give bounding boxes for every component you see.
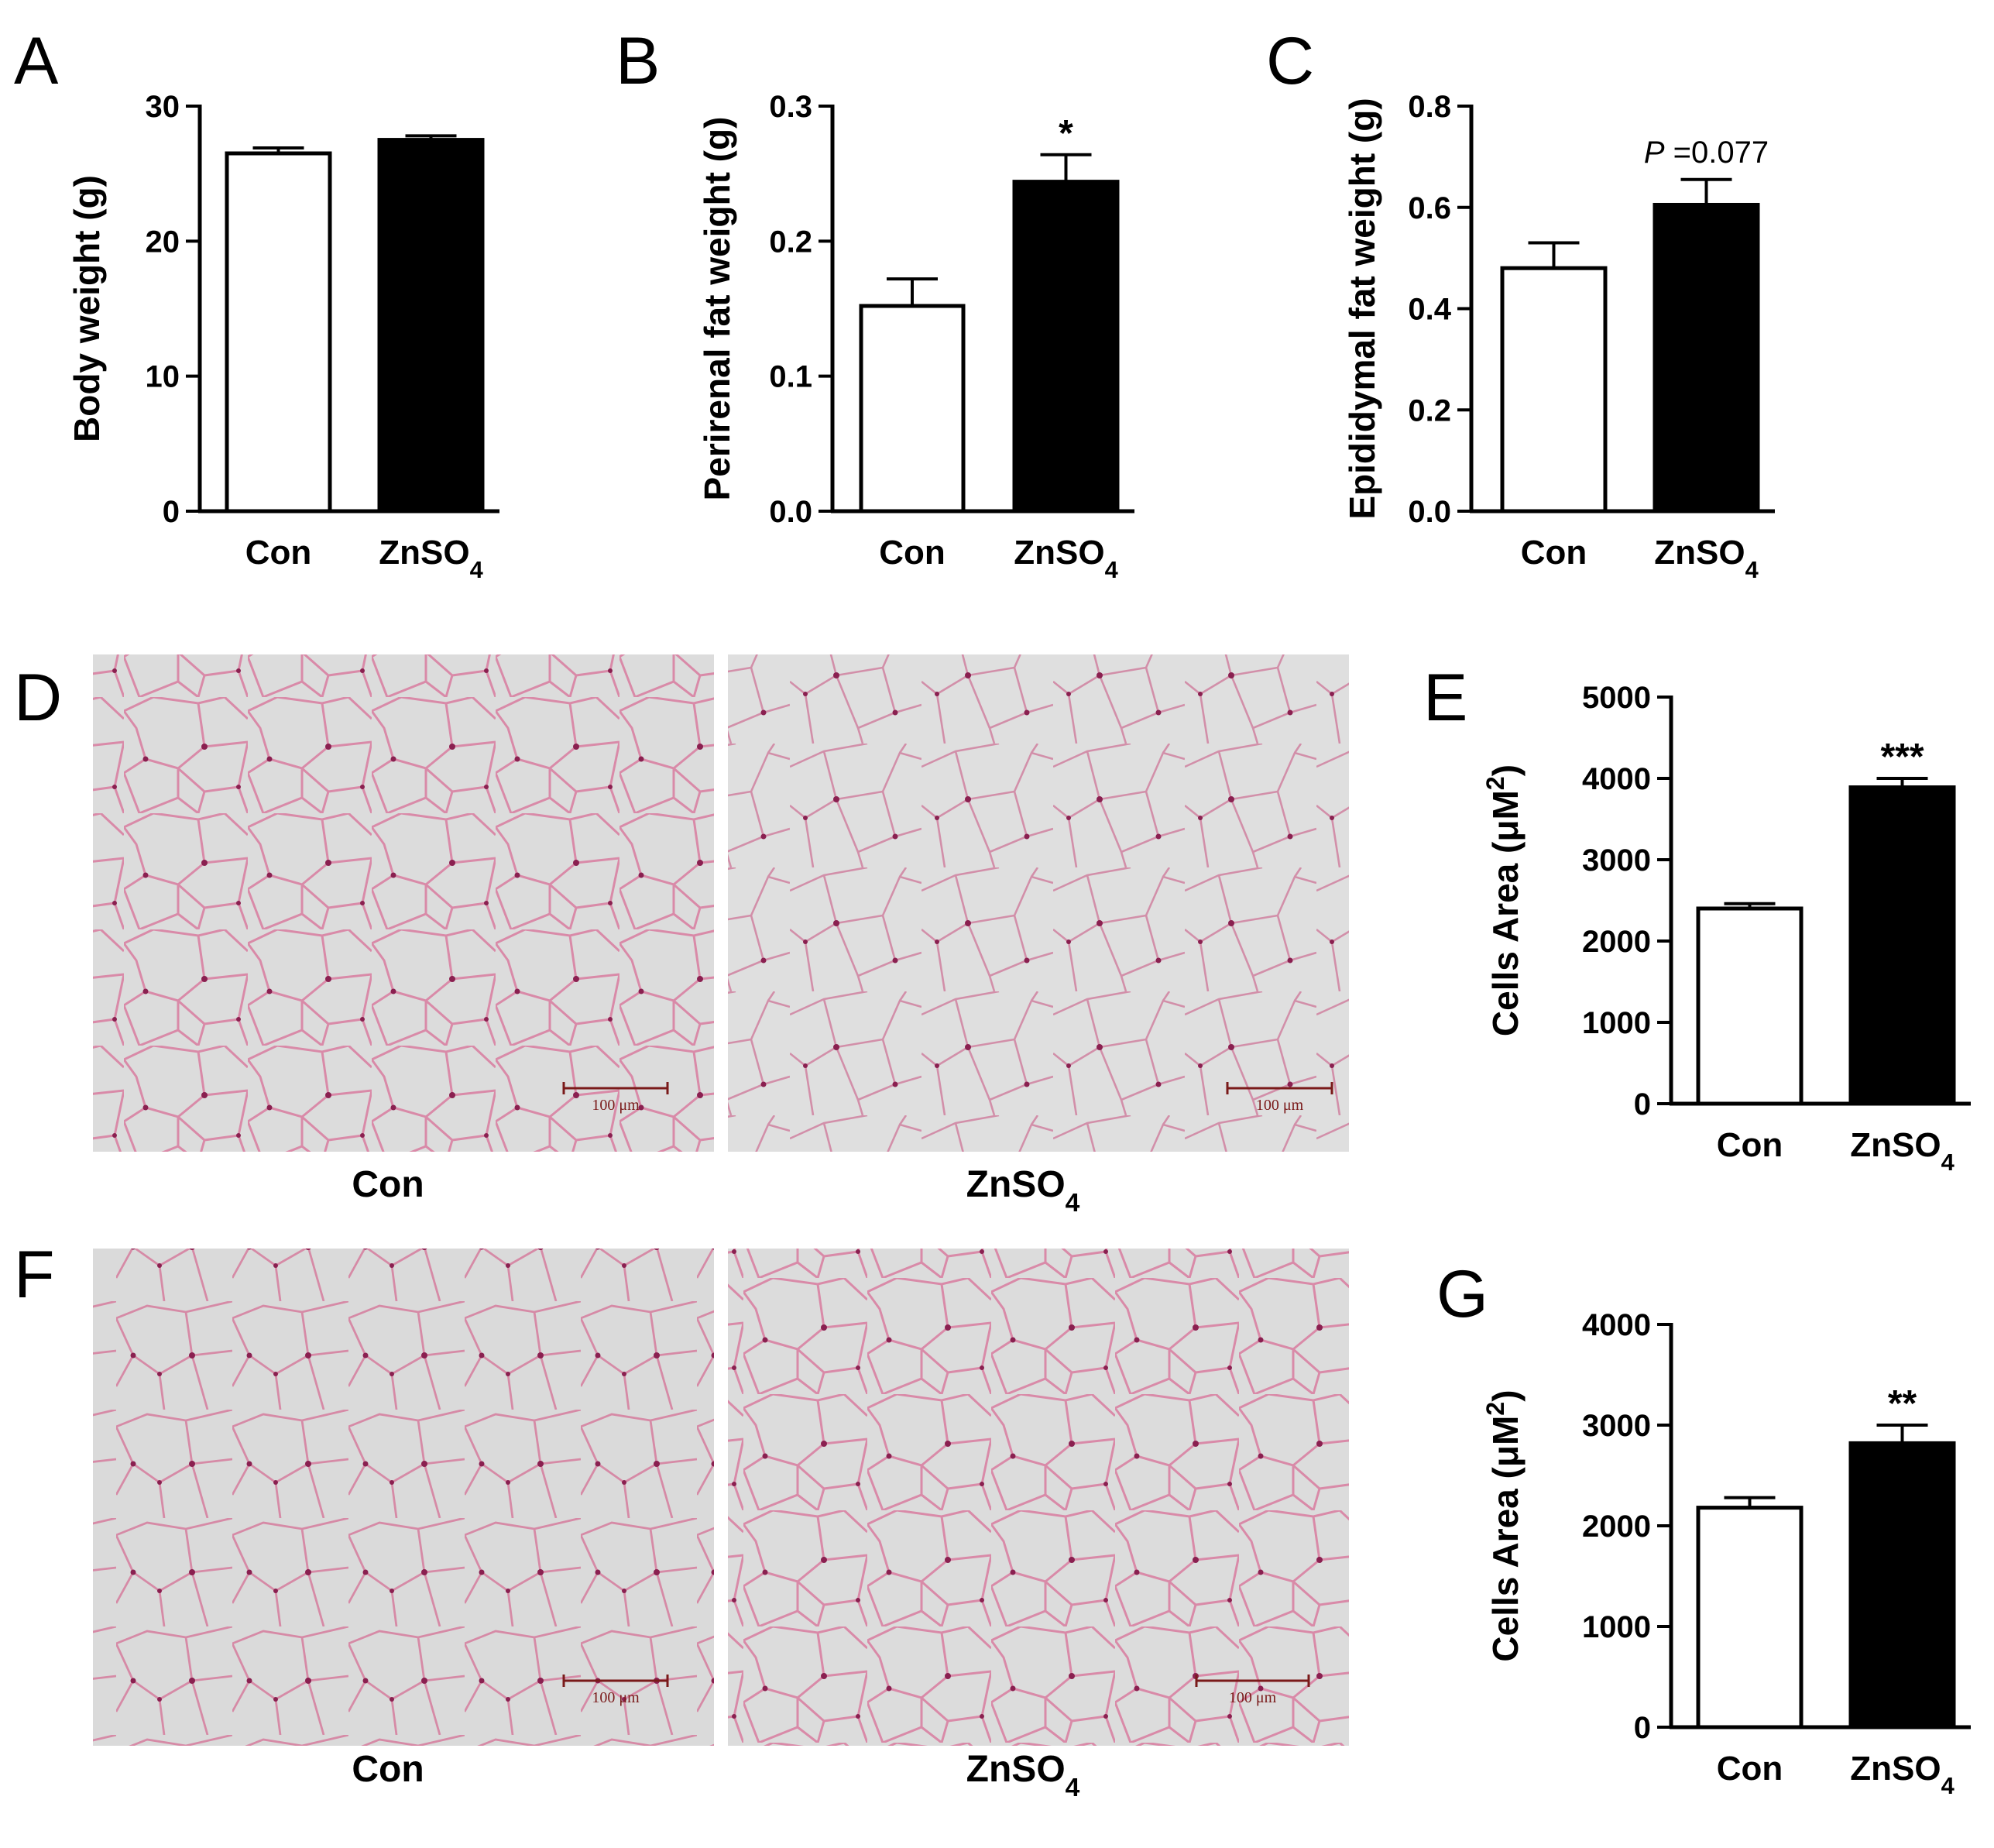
y-axis-label: Epididymal fat weight (g) (1342, 98, 1382, 519)
y-tick-label: 3000 (1582, 1409, 1651, 1443)
y-tick-label: 3000 (1582, 843, 1651, 878)
y-tick-label: 4000 (1582, 762, 1651, 796)
bar-znso4 (1653, 202, 1760, 514)
y-axis-label: Cells Area (μM2) (1481, 1389, 1526, 1661)
scale-bar-label: 100 μm (592, 1097, 640, 1114)
category-label: ZnSO4 (1654, 534, 1758, 583)
scale-bar-label: 100 μm (592, 1689, 640, 1706)
bar-con (1696, 1506, 1804, 1729)
error-bar (1876, 1424, 1928, 1444)
category-label: Con (1717, 1126, 1783, 1164)
scale-bar (1226, 1082, 1333, 1094)
error-bar (887, 277, 938, 307)
y-tick-label: 0.8 (1408, 90, 1451, 124)
y-tick-label: 10 (146, 360, 180, 394)
scale-bar (562, 1082, 669, 1094)
y-tick-label: 0.4 (1408, 293, 1451, 327)
panel-letter: B (616, 24, 660, 98)
bar-con (859, 304, 966, 514)
micrograph-znso4 (728, 654, 1349, 1152)
significance-annotation: P =0.077 (1644, 136, 1769, 170)
significance-annotation: *** (1880, 737, 1924, 778)
category-label: Con (245, 534, 312, 572)
error-bar (1528, 241, 1580, 269)
y-tick-label: 0.0 (1408, 495, 1451, 529)
y-tick-label: 0.3 (769, 90, 812, 124)
y-tick-label: 4000 (1582, 1308, 1651, 1342)
y-tick-label: 20 (146, 225, 180, 259)
error-bar (1040, 153, 1092, 182)
y-tick-label: 30 (146, 90, 180, 124)
micrograph-panel-f: F 100 μm Con 100 μm ZnSO4 (14, 1238, 1349, 1802)
y-tick-label: 1000 (1582, 1610, 1651, 1644)
y-tick-label: 0.2 (1408, 393, 1451, 428)
category-label: Con (1717, 1750, 1783, 1788)
error-bar (1724, 1496, 1776, 1508)
bar-znso4 (1848, 1441, 1956, 1729)
bar-znso4 (1012, 180, 1120, 514)
significance-annotation: * (1059, 113, 1073, 154)
y-tick-label: 0.2 (769, 225, 812, 259)
micrograph-con (93, 654, 714, 1152)
y-tick-label: 0.1 (769, 360, 812, 394)
error-bar (1724, 902, 1776, 909)
scale-bar-label: 100 μm (1256, 1097, 1304, 1114)
y-tick-label: 0.6 (1408, 191, 1451, 225)
micrograph-znso4 (728, 1249, 1349, 1746)
bar-znso4 (1848, 785, 1956, 1106)
chart-panel-b: B 0.0 0.1 0.2 0.3 Con ZnSO4 * Perirenal fat weig… (616, 24, 1134, 583)
error-bar (1876, 777, 1928, 788)
bar-con (225, 151, 332, 514)
error-bar (405, 134, 457, 140)
micrograph-label: Con (352, 1749, 424, 1790)
scale-bar-label: 100 μm (1229, 1689, 1277, 1706)
category-label: Con (879, 534, 946, 572)
panel-letter: C (1266, 24, 1314, 98)
y-axis-label: Cells Area (μM2) (1481, 764, 1526, 1036)
chart-panel-e: E 0 1000 2000 3000 4000 5000 Con ZnSO4 *** Cells A… (1423, 661, 1971, 1176)
y-tick-label: 1000 (1582, 1006, 1651, 1040)
micrograph-label: ZnSO4 (966, 1749, 1080, 1802)
micrograph-panel-d: D 100 μm Con 100 μm ZnSO4 (14, 654, 1349, 1218)
panel-letter: A (14, 24, 59, 98)
micrograph-label: Con (352, 1164, 424, 1205)
error-bar (252, 146, 304, 154)
panel-letter: D (14, 661, 62, 735)
chart-panel-g: G 0 1000 2000 3000 4000 Con ZnSO4 ** Cells Area (… (1436, 1257, 1971, 1799)
panel-letter: F (14, 1238, 55, 1312)
chart-panel-a: A 0 10 20 30 Con ZnSO4 Body weight (g) (14, 24, 499, 583)
chart-panel-c: C 0.0 0.2 0.4 0.6 0.8 Con ZnSO4 P =0.077 Epididym… (1266, 24, 1775, 583)
error-bar (1680, 177, 1732, 205)
y-tick-label: 0.0 (769, 495, 812, 529)
category-label: ZnSO4 (1850, 1126, 1954, 1176)
y-axis-label: Body weight (g) (67, 175, 107, 442)
category-label: ZnSO4 (1850, 1750, 1954, 1799)
category-label: ZnSO4 (1014, 534, 1117, 583)
bar-con (1500, 266, 1608, 514)
category-label: Con (1521, 534, 1587, 572)
micrograph-con (93, 1249, 714, 1746)
significance-annotation: ** (1888, 1383, 1917, 1424)
y-tick-label: 0 (163, 495, 180, 529)
panel-letter: G (1436, 1257, 1488, 1331)
y-tick-label: 5000 (1582, 681, 1651, 715)
category-label: ZnSO4 (379, 534, 482, 583)
y-tick-label: 0 (1634, 1711, 1651, 1745)
bar-znso4 (377, 138, 485, 514)
y-tick-label: 0 (1634, 1087, 1651, 1122)
y-tick-label: 2000 (1582, 1510, 1651, 1544)
y-axis-label: Perirenal fat weight (g) (697, 117, 737, 501)
micrograph-label: ZnSO4 (966, 1164, 1080, 1218)
y-tick-label: 2000 (1582, 925, 1651, 959)
bar-con (1696, 906, 1804, 1106)
scale-bar (562, 1675, 669, 1687)
scale-bar (1195, 1675, 1310, 1687)
panel-letter: E (1423, 661, 1467, 735)
